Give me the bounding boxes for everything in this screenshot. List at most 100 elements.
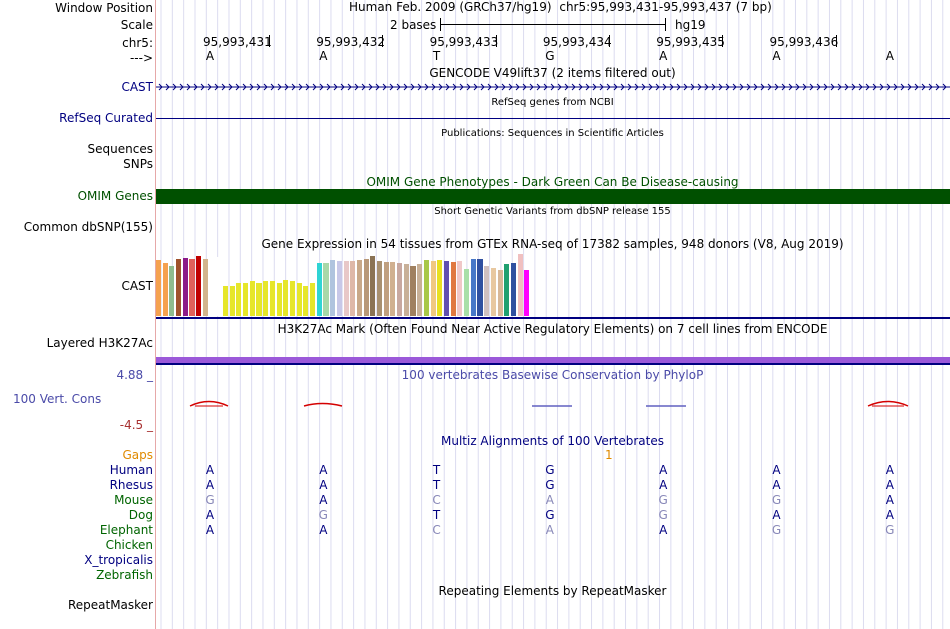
aligned-base: G bbox=[545, 463, 555, 477]
species-label[interactable]: X_tropicalis bbox=[84, 553, 153, 567]
strand-chevron bbox=[753, 83, 758, 91]
gtex-tissue-bar[interactable] bbox=[189, 259, 195, 316]
species-label[interactable]: Rhesus bbox=[109, 478, 153, 492]
h3k27ac-signal-bar[interactable] bbox=[156, 357, 950, 363]
repeatmasker-track-title: Repeating Elements by RepeatMasker bbox=[438, 584, 667, 598]
gtex-tissue-bar[interactable] bbox=[256, 283, 262, 316]
gtex-tissue-bar[interactable] bbox=[162, 263, 168, 316]
gtex-tissue-bar[interactable] bbox=[356, 259, 362, 316]
gtex-tissue-bar[interactable] bbox=[236, 283, 242, 316]
gtex-tissue-bar[interactable] bbox=[336, 260, 342, 316]
species-label[interactable]: Mouse bbox=[114, 493, 153, 507]
gtex-tissue-bar[interactable] bbox=[423, 259, 429, 316]
gtex-tissue-bar[interactable] bbox=[243, 283, 249, 316]
species-label[interactable]: Dog bbox=[128, 508, 153, 522]
strand-chevron bbox=[662, 83, 667, 91]
strand-chevron bbox=[788, 83, 793, 91]
gtex-tissue-bar[interactable] bbox=[477, 259, 483, 316]
strand-chevron bbox=[459, 83, 464, 91]
species-label[interactable]: Elephant bbox=[99, 523, 153, 537]
gtex-tissue-bar[interactable] bbox=[510, 263, 516, 316]
gtex-tissue-bar[interactable] bbox=[303, 286, 309, 316]
publications-label-snps[interactable]: SNPs bbox=[123, 157, 153, 171]
publications-label-sequences[interactable]: Sequences bbox=[87, 142, 153, 156]
dbsnp-track-label[interactable]: Common dbSNP(155) bbox=[23, 220, 153, 234]
omim-track-label[interactable]: OMIM Genes bbox=[77, 189, 153, 203]
strand-chevron bbox=[599, 83, 604, 91]
gtex-tissue-bar[interactable] bbox=[457, 260, 463, 316]
multiz-gaps-label[interactable]: Gaps bbox=[122, 448, 153, 462]
assembly-name: Human Feb. 2009 (GRCh37/hg19) bbox=[349, 0, 552, 14]
cons-track-title: 100 vertebrates Basewise Conservation by… bbox=[401, 368, 704, 382]
gtex-tissue-bar[interactable] bbox=[464, 269, 470, 316]
gtex-tissue-bar[interactable] bbox=[370, 256, 376, 316]
gtex-tissue-bar[interactable] bbox=[289, 281, 296, 316]
gtex-tissue-bar[interactable] bbox=[196, 256, 202, 316]
gtex-tissue-bar[interactable] bbox=[229, 286, 235, 316]
cons-wiggle-plot[interactable] bbox=[156, 396, 950, 410]
strand-chevron bbox=[655, 83, 660, 91]
gtex-tissue-bar[interactable] bbox=[310, 283, 316, 316]
gtex-tissue-bar[interactable] bbox=[376, 260, 383, 316]
strand-chevron bbox=[704, 83, 709, 91]
gtex-tissue-bar[interactable] bbox=[343, 260, 349, 316]
refseq-gene-feature[interactable] bbox=[156, 118, 950, 119]
gencode-track-label[interactable]: CAST bbox=[121, 80, 153, 94]
gtex-tissue-bar[interactable] bbox=[283, 280, 289, 316]
strand-chevron bbox=[277, 83, 282, 91]
gtex-tissue-bar[interactable] bbox=[323, 262, 329, 316]
gtex-tissue-bar[interactable] bbox=[497, 269, 503, 316]
gtex-tissue-bar[interactable] bbox=[263, 281, 269, 316]
h3k27ac-track-label[interactable]: Layered H3K27Ac bbox=[46, 336, 153, 350]
gtex-tissue-bar[interactable] bbox=[437, 259, 443, 316]
repeatmasker-track-label[interactable]: RepeatMasker bbox=[67, 598, 153, 612]
gtex-tissue-bar[interactable] bbox=[390, 262, 396, 316]
aligned-base: C bbox=[432, 523, 441, 537]
gtex-tissue-bar[interactable] bbox=[182, 257, 188, 316]
gtex-tissue-bar[interactable] bbox=[169, 266, 175, 316]
gtex-tissue-bar[interactable] bbox=[403, 264, 409, 316]
gtex-tissue-bar[interactable] bbox=[430, 260, 436, 316]
gtex-tissue-bar[interactable] bbox=[316, 262, 322, 316]
species-label[interactable]: Zebrafish bbox=[96, 568, 153, 582]
gtex-tissue-bar[interactable] bbox=[417, 264, 423, 316]
strand-chevron bbox=[403, 83, 408, 91]
strand-chevron bbox=[445, 83, 450, 91]
strand-chevron bbox=[935, 83, 940, 91]
gtex-tissue-bar[interactable] bbox=[484, 266, 490, 316]
gtex-tissue-bar[interactable] bbox=[222, 286, 229, 316]
gtex-track-label[interactable]: CAST bbox=[121, 279, 153, 293]
gtex-tissue-bar[interactable] bbox=[490, 268, 496, 316]
gtex-tissue-bar[interactable] bbox=[504, 264, 510, 316]
species-label[interactable]: Human bbox=[109, 463, 153, 477]
refseq-track-label[interactable]: RefSeq Curated bbox=[59, 111, 153, 125]
gtex-tissue-bar[interactable] bbox=[176, 259, 182, 316]
gtex-tissue-bar[interactable] bbox=[156, 259, 162, 316]
aligned-base: A bbox=[885, 478, 894, 492]
gtex-expression-chart[interactable] bbox=[156, 252, 531, 316]
gtex-tissue-bar[interactable] bbox=[450, 262, 456, 316]
gtex-tissue-bar[interactable] bbox=[330, 259, 336, 316]
gtex-tissue-bar[interactable] bbox=[249, 281, 255, 316]
gtex-tissue-bar[interactable] bbox=[517, 254, 523, 316]
gtex-tissue-bar[interactable] bbox=[296, 283, 302, 316]
gtex-tissue-bar[interactable] bbox=[209, 257, 215, 316]
position-text[interactable]: chr5:95,993,431-95,993,437 (7 bp) bbox=[559, 0, 772, 14]
gtex-tissue-bar[interactable] bbox=[397, 262, 403, 316]
gtex-tissue-bar[interactable] bbox=[524, 270, 530, 316]
gtex-tissue-bar[interactable] bbox=[202, 259, 208, 316]
gtex-tissue-bar[interactable] bbox=[443, 260, 450, 316]
gtex-tissue-bar[interactable] bbox=[216, 257, 222, 316]
gtex-tissue-bar[interactable] bbox=[363, 259, 369, 316]
gtex-tissue-bar[interactable] bbox=[276, 283, 282, 316]
aligned-base: A bbox=[319, 478, 328, 492]
gtex-tissue-bar[interactable] bbox=[269, 281, 275, 316]
omim-phenotype-bar[interactable] bbox=[156, 189, 950, 204]
gtex-tissue-bar[interactable] bbox=[410, 265, 416, 316]
cons-track-label[interactable]: 100 Vert. Cons bbox=[13, 392, 102, 406]
gtex-tissue-bar[interactable] bbox=[383, 262, 389, 316]
gtex-tissue-bar[interactable] bbox=[470, 259, 476, 316]
gencode-gene-feature[interactable] bbox=[156, 80, 950, 94]
gtex-tissue-bar[interactable] bbox=[350, 260, 356, 316]
species-label[interactable]: Chicken bbox=[105, 538, 153, 552]
